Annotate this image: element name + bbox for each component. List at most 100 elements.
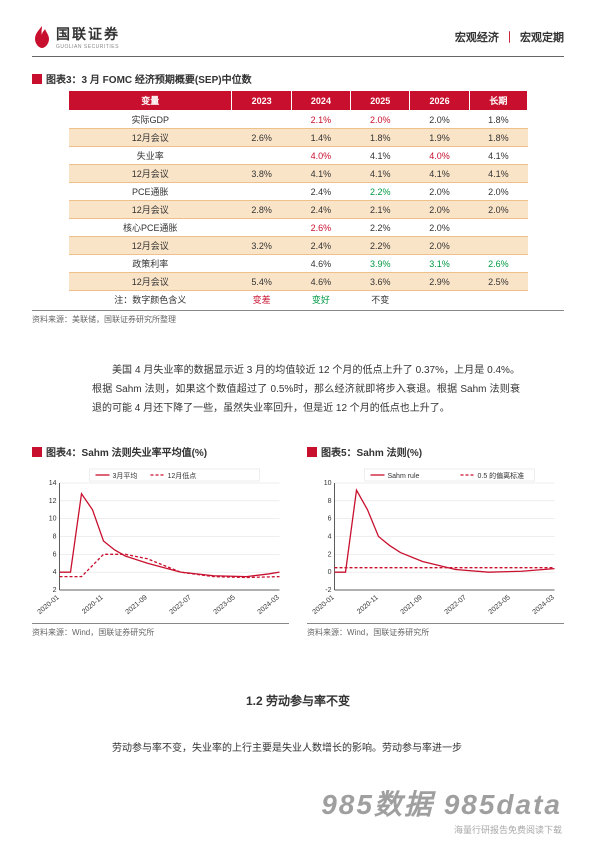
- svg-text:10: 10: [49, 516, 57, 523]
- table-cell: 4.6%: [291, 255, 350, 273]
- table-cell: 1.9%: [410, 129, 469, 147]
- table-cell: 5.4%: [232, 273, 291, 291]
- table-row-label: 失业率: [69, 147, 232, 165]
- svg-text:2020-01: 2020-01: [312, 594, 336, 616]
- table-cell: 4.1%: [410, 165, 469, 183]
- svg-text:-2: -2: [325, 587, 331, 594]
- table-cell: [232, 183, 291, 201]
- table-header: 2024: [291, 91, 350, 111]
- svg-text:2022-07: 2022-07: [169, 594, 193, 616]
- svg-text:Sahm rule: Sahm rule: [388, 473, 420, 480]
- table-cell: 2.6%: [291, 219, 350, 237]
- table-cell: 2.0%: [410, 219, 469, 237]
- svg-text:2: 2: [53, 587, 57, 594]
- figure-3-title: 图表3：3 月 FOMC 经济预期概要(SEP)中位数: [32, 71, 564, 86]
- svg-text:0: 0: [328, 569, 332, 576]
- figure-5: 图表5：Sahm 法则(%) -202468102020-012020-1120…: [307, 444, 564, 638]
- table-cell: 2.2%: [351, 219, 410, 237]
- table-cell: 2.4%: [291, 237, 350, 255]
- table-cell: 2.6%: [469, 255, 527, 273]
- table-cell: 3.1%: [410, 255, 469, 273]
- table-cell: 4.1%: [351, 165, 410, 183]
- figure-5-title: 图表5：Sahm 法则(%): [307, 444, 564, 459]
- table-cell: 4.1%: [291, 165, 350, 183]
- table-row-label: 核心PCE通胀: [69, 219, 232, 237]
- svg-text:10: 10: [324, 480, 332, 487]
- header-cat-left: 宏观经济: [455, 32, 499, 44]
- svg-text:6: 6: [53, 551, 57, 558]
- table-cell: 2.1%: [291, 111, 350, 129]
- page-header: 国联证券 GUOLIAN SECURITIES 宏观经济 ｜ 宏观定期: [32, 24, 564, 57]
- legend-item: 变差: [232, 291, 291, 309]
- legend-label: 注：数字颜色含义: [69, 291, 232, 309]
- table-cell: 2.0%: [410, 111, 469, 129]
- table-cell: 1.4%: [291, 129, 350, 147]
- flame-icon: [32, 26, 52, 48]
- table-cell: 1.8%: [469, 111, 527, 129]
- chart-4-svg: 24681012142020-012020-112021-092022-0720…: [32, 463, 289, 618]
- table-header: 变量: [69, 91, 232, 111]
- svg-text:12: 12: [49, 498, 57, 505]
- svg-text:2021-09: 2021-09: [125, 594, 149, 616]
- figure-5-source: 资料来源：Wind，国联证券研究所: [307, 627, 564, 638]
- figure-4-title: 图表4：Sahm 法则失业率平均值(%): [32, 444, 289, 459]
- table-row-label: 12月会议: [69, 273, 232, 291]
- watermark-sub: 海量行研报告免费阅读下载: [321, 823, 562, 836]
- paragraph-2: 劳动参与率不变，失业率的上行主要是失业人数增长的影响。劳动参与率进一步: [92, 739, 520, 758]
- figure-3: 图表3：3 月 FOMC 经济预期概要(SEP)中位数 变量2023202420…: [32, 71, 564, 325]
- chart-5-svg: -202468102020-012020-112021-092022-07202…: [307, 463, 564, 618]
- sep-table: 变量2023202420252026长期 实际GDP2.1%2.0%2.0%1.…: [68, 90, 528, 308]
- header-separator: ｜: [504, 32, 515, 44]
- brand-name-cn: 国联证券: [56, 24, 120, 44]
- table-cell: 2.4%: [291, 183, 350, 201]
- table-cell: 2.8%: [232, 201, 291, 219]
- svg-text:2022-07: 2022-07: [444, 594, 468, 616]
- table-row-label: 12月会议: [69, 201, 232, 219]
- svg-text:2023-05: 2023-05: [488, 594, 512, 616]
- section-heading: 1.2 劳动参与率不变: [32, 692, 564, 709]
- table-row-label: 12月会议: [69, 165, 232, 183]
- svg-text:2021-09: 2021-09: [400, 594, 424, 616]
- table-header: 2025: [351, 91, 410, 111]
- table-row-label: 12月会议: [69, 237, 232, 255]
- table-cell: 2.2%: [351, 183, 410, 201]
- table-cell: [232, 111, 291, 129]
- table-row-label: 政策利率: [69, 255, 232, 273]
- table-cell: 3.2%: [232, 237, 291, 255]
- table-cell: 2.0%: [410, 237, 469, 255]
- table-cell: 3.8%: [232, 165, 291, 183]
- table-cell: 2.0%: [469, 201, 527, 219]
- table-cell: 2.6%: [232, 129, 291, 147]
- table-cell: 1.8%: [469, 129, 527, 147]
- charts-row: 图表4：Sahm 法则失业率平均值(%) 24681012142020-0120…: [32, 444, 564, 638]
- table-cell: [232, 219, 291, 237]
- svg-text:2023-05: 2023-05: [213, 594, 237, 616]
- watermark-main: 985数据 985data: [321, 789, 562, 820]
- table-cell: [469, 237, 527, 255]
- svg-text:8: 8: [328, 498, 332, 505]
- svg-text:4: 4: [328, 534, 332, 541]
- table-cell: 2.0%: [351, 111, 410, 129]
- brand-name-en: GUOLIAN SECURITIES: [56, 44, 120, 50]
- header-cat-right: 宏观定期: [520, 32, 564, 44]
- figure-4-source: 资料来源：Wind，国联证券研究所: [32, 627, 289, 638]
- table-row-label: PCE通胀: [69, 183, 232, 201]
- svg-text:12月低点: 12月低点: [168, 471, 197, 480]
- table-cell: [232, 147, 291, 165]
- table-cell: 2.1%: [351, 201, 410, 219]
- svg-text:2024-03: 2024-03: [257, 594, 281, 616]
- watermark: 985数据 985data 海量行研报告免费阅读下载: [321, 783, 562, 836]
- svg-text:2: 2: [328, 551, 332, 558]
- table-cell: 4.1%: [351, 147, 410, 165]
- table-header: 2023: [232, 91, 291, 111]
- table-cell: 2.0%: [410, 183, 469, 201]
- table-cell: 2.0%: [410, 201, 469, 219]
- table-cell: [469, 219, 527, 237]
- table-row-label: 实际GDP: [69, 111, 232, 129]
- svg-text:2020-11: 2020-11: [356, 594, 380, 616]
- svg-text:8: 8: [53, 534, 57, 541]
- svg-text:3月平均: 3月平均: [113, 471, 138, 480]
- table-header: 长期: [469, 91, 527, 111]
- table-cell: 4.0%: [291, 147, 350, 165]
- table-row-label: 12月会议: [69, 129, 232, 147]
